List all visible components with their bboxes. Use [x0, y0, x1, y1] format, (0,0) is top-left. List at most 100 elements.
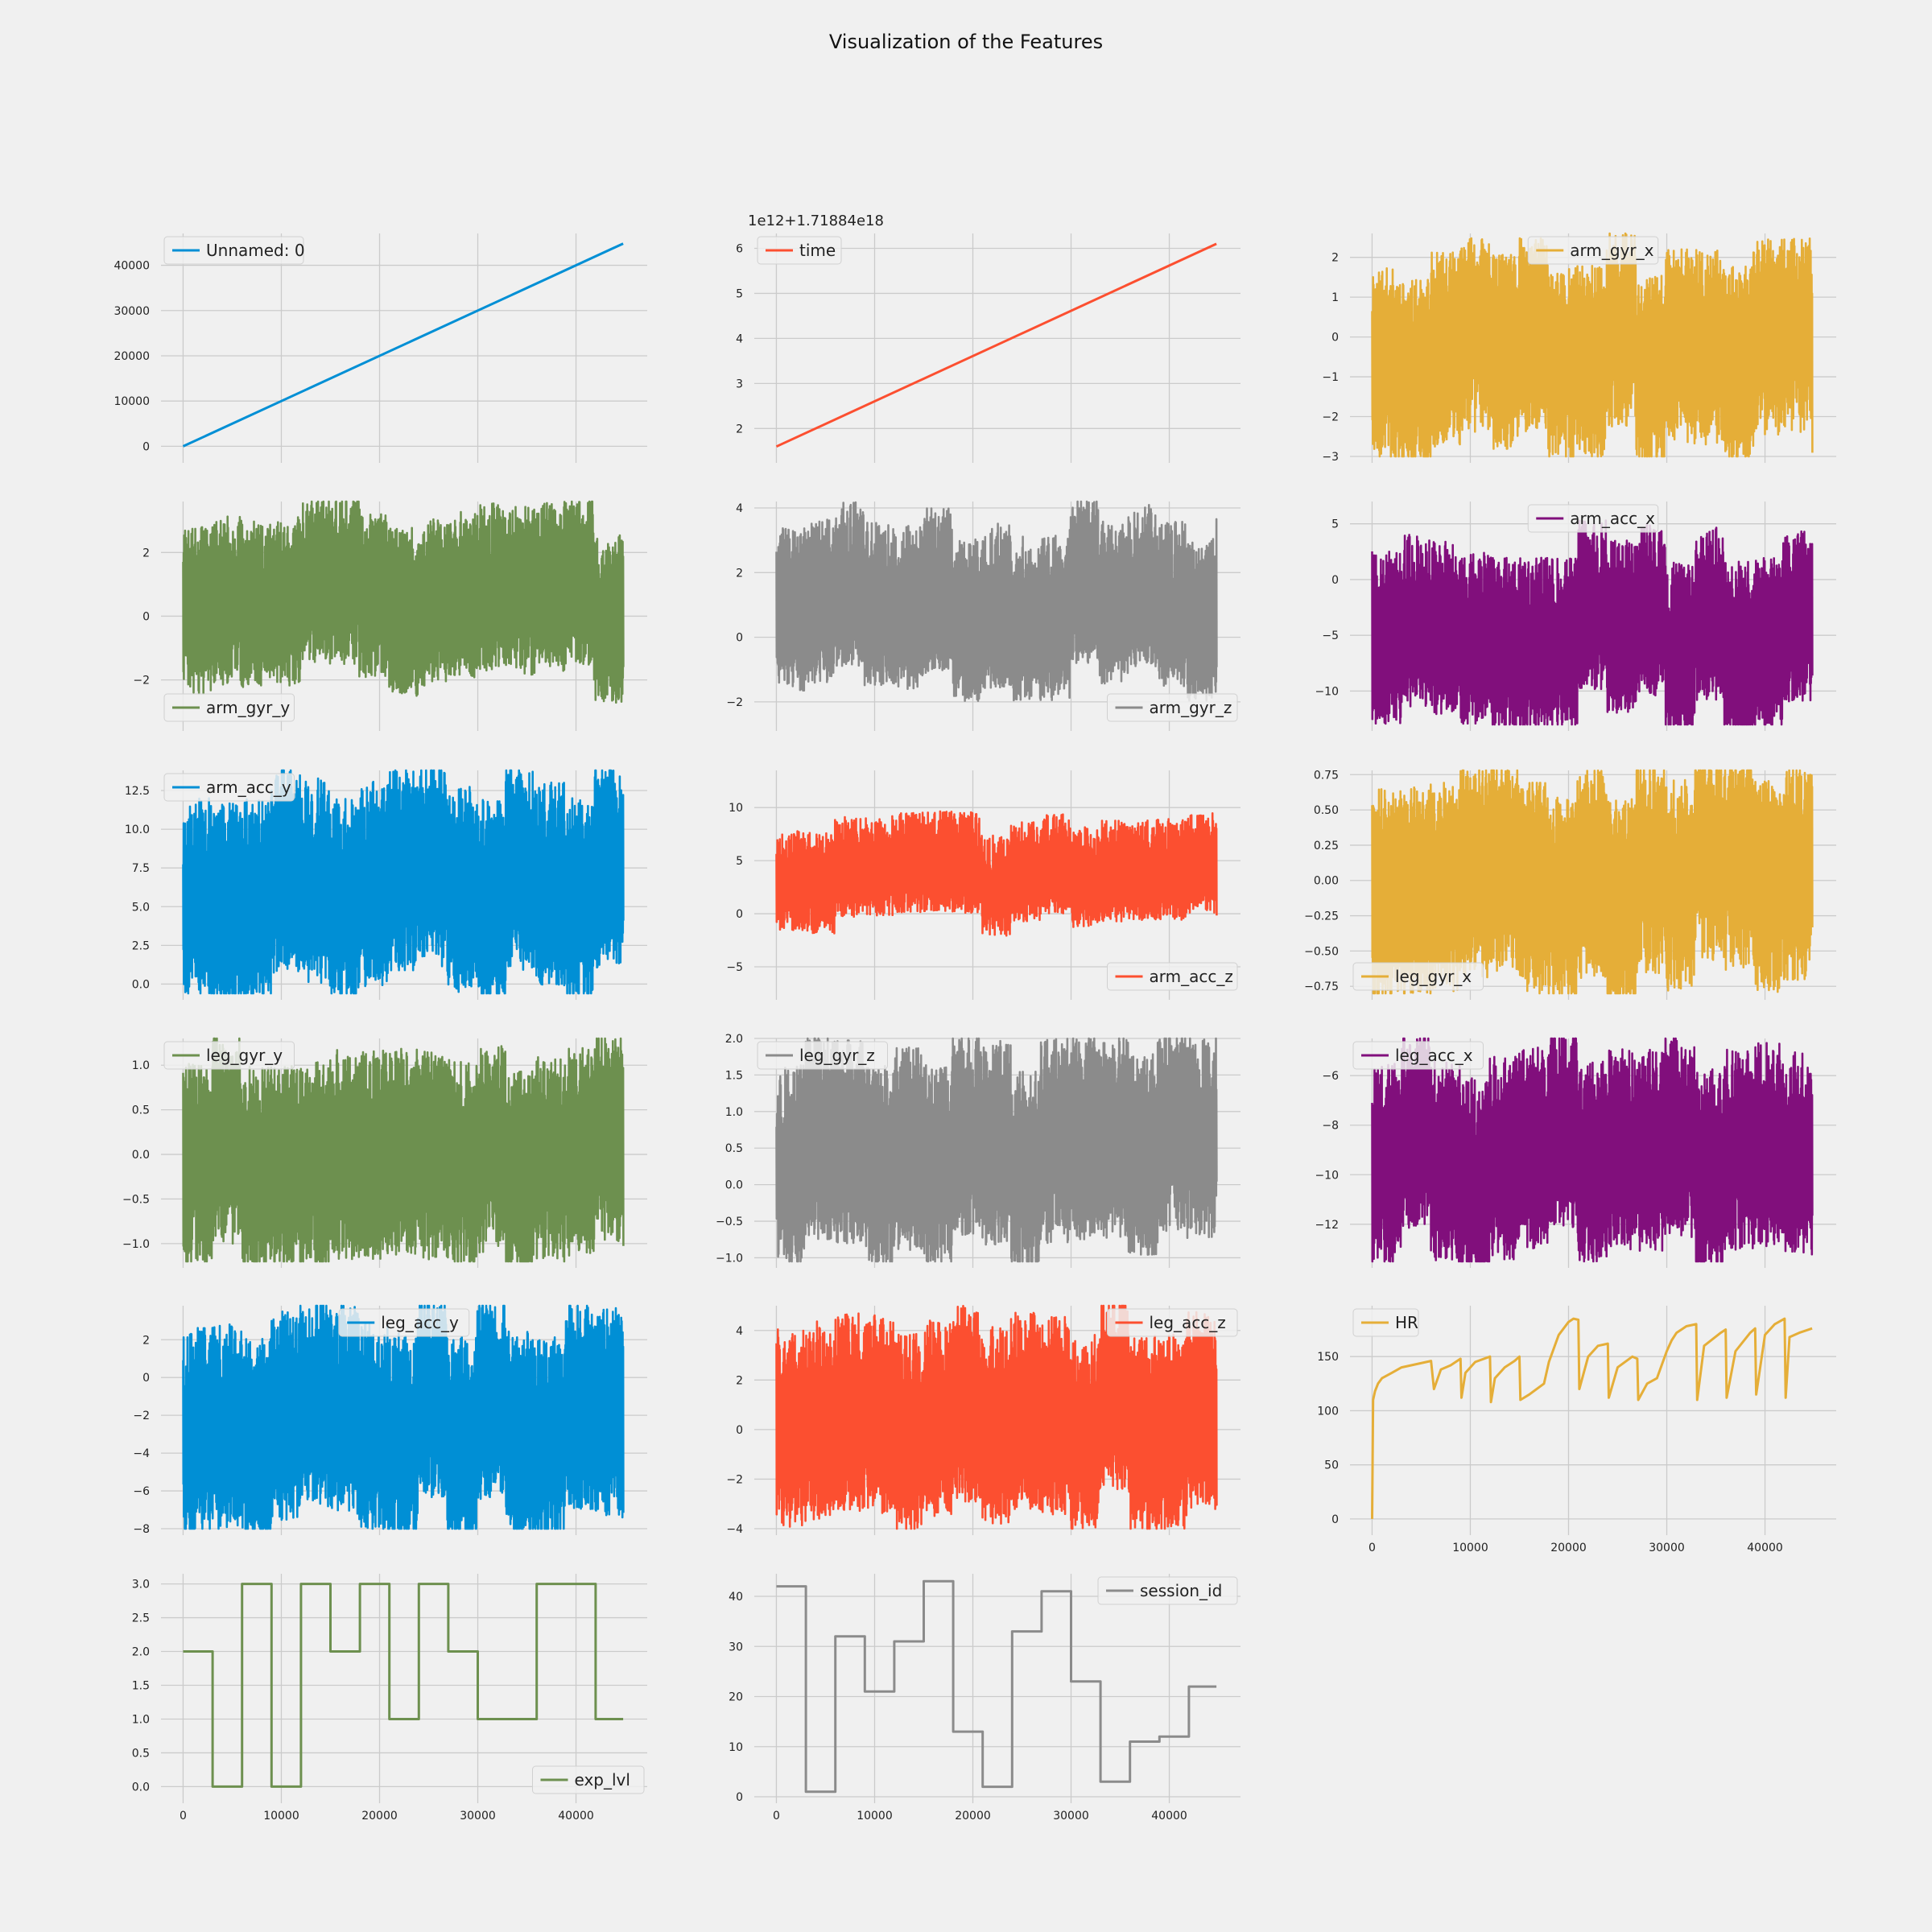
- x-tick-label: 0: [180, 1810, 187, 1823]
- legend-label: arm_gyr_z: [1150, 698, 1232, 717]
- legend-label: leg_gyr_y: [206, 1046, 283, 1065]
- y-tick-label: −1: [1322, 371, 1339, 384]
- legend-label: leg_acc_y: [381, 1313, 459, 1332]
- y-tick-label: 0: [736, 908, 743, 921]
- legend-box: [1107, 962, 1238, 991]
- y-tick-label: 7.5: [132, 862, 150, 875]
- legend-label: leg_gyr_z: [799, 1046, 875, 1065]
- y-tick-label: 5: [736, 287, 743, 300]
- y-tick-label: 5: [736, 855, 743, 868]
- legend-label: exp_lvl: [575, 1770, 630, 1790]
- figure-title: Visualization of the Features: [828, 31, 1104, 53]
- y-tick-label: −2: [726, 696, 743, 709]
- y-tick-label: 3.0: [132, 1579, 150, 1591]
- x-tick-label: 0: [773, 1810, 780, 1823]
- y-tick-label: −0.75: [1304, 980, 1339, 993]
- y-tick-label: 4: [736, 1325, 743, 1338]
- y-tick-label: 50: [1324, 1459, 1339, 1472]
- legend-box: [1097, 1576, 1238, 1605]
- x-tick-label: 20000: [1550, 1542, 1587, 1554]
- y-tick-label: 5.0: [132, 901, 150, 914]
- y-tick-label: −1.0: [122, 1238, 150, 1251]
- legend: arm_gyr_x: [1527, 236, 1659, 265]
- legend-label: arm_gyr_y: [206, 698, 290, 717]
- y-tick-label: −10: [1315, 1169, 1339, 1182]
- legend-label: leg_gyr_x: [1395, 967, 1472, 986]
- y-tick-label: −0.5: [122, 1193, 150, 1206]
- legend-box: [163, 773, 295, 802]
- subplot-time: 2 3 4 5 6 1e12+1.71884e18 time: [736, 213, 1241, 463]
- y-tick-label: 100: [1317, 1405, 1339, 1418]
- legend: arm_acc_y: [163, 773, 295, 802]
- y-tick-label: 0.0: [132, 978, 150, 991]
- legend-box: [757, 236, 842, 265]
- y-tick-label: 2: [142, 547, 150, 559]
- legend-label: Unnamed: 0: [206, 241, 305, 260]
- x-tick-label: 0: [1368, 1542, 1376, 1554]
- series-line: [182, 500, 625, 704]
- subplot-unnamed0: 0 10000 20000 30000 40000 Unnamed: 0: [114, 233, 647, 463]
- legend: arm_acc_z: [1107, 962, 1238, 991]
- y-tick-label: 5: [1331, 518, 1339, 531]
- y-tick-label: 4: [736, 502, 743, 515]
- legend-label: session_id: [1140, 1581, 1222, 1600]
- series-line: [775, 1304, 1218, 1530]
- series-line: [182, 242, 624, 448]
- y-tick-label: −6: [133, 1485, 150, 1498]
- legend: session_id: [1097, 1576, 1238, 1605]
- axis-offset-text: 1e12+1.71884e18: [748, 213, 884, 229]
- x-tick-label: 30000: [460, 1810, 496, 1823]
- y-tick-label: 0: [1331, 332, 1339, 345]
- subplot-leg_acc_x: −12 −10 −8 −6 leg_acc_x: [1315, 1037, 1836, 1268]
- subplot-leg_acc_z: −4 −2 0 2 4 leg_acc_z: [726, 1304, 1241, 1536]
- legend: leg_gyr_y: [163, 1041, 295, 1070]
- y-tick-label: 3: [736, 378, 743, 390]
- y-tick-label: 0: [1331, 1513, 1339, 1526]
- subplot-leg_gyr_x: −0.75 −0.50 −0.25 0.00 0.25 0.50 0.75 leg_gyr_x: [1304, 769, 1836, 1000]
- y-tick-label: −12: [1315, 1219, 1339, 1232]
- legend-label: arm_acc_z: [1150, 967, 1233, 986]
- legend: HR: [1352, 1308, 1419, 1337]
- x-tick-label: 30000: [1649, 1542, 1685, 1554]
- y-tick-label: 2: [1331, 252, 1339, 265]
- y-tick-label: 2.5: [132, 1612, 150, 1625]
- subplot-leg_gyr_y: −1.0 −0.5 0.0 0.5 1.0 leg_gyr_y: [122, 1037, 647, 1268]
- legend-box: [757, 1041, 888, 1070]
- subplot-arm_acc_x: −10 −5 0 5 arm_acc_x: [1315, 502, 1836, 731]
- y-tick-label: 1.0: [132, 1059, 150, 1072]
- x-tick-label: 10000: [263, 1810, 299, 1823]
- subplot-arm_gyr_z: −2 0 2 4 arm_gyr_z: [726, 500, 1241, 731]
- y-tick-label: 10000: [114, 395, 150, 408]
- subplot-exp_lvl: 0 10000 20000 30000 40000 0.0 0.5 1.0 1.5 2.0 2.5 3…: [132, 1574, 647, 1823]
- series-line: [1371, 1037, 1814, 1263]
- subplot-hr: 0 10000 20000 30000 40000 0 50 100 150 HR: [1317, 1306, 1836, 1554]
- legend-box: [163, 693, 295, 722]
- x-tick-label: 10000: [1452, 1542, 1488, 1554]
- y-tick-label: 30000: [114, 305, 150, 318]
- series-line: [182, 1037, 625, 1263]
- y-tick-label: 0.5: [132, 1104, 150, 1117]
- x-tick-label: 40000: [558, 1810, 594, 1823]
- y-tick-label: 0.5: [725, 1142, 743, 1155]
- y-tick-label: 0.0: [132, 1781, 150, 1794]
- legend-label: time: [799, 241, 836, 260]
- legend: time: [757, 236, 842, 265]
- y-tick-label: −4: [133, 1447, 150, 1460]
- subplot-leg_acc_y: −8 −6 −4 −2 0 2 leg_acc_y: [133, 1304, 647, 1536]
- y-tick-label: 2: [736, 567, 743, 580]
- legend-box: [1352, 1041, 1484, 1070]
- series-line: [183, 1583, 624, 1788]
- y-tick-label: −5: [1322, 630, 1339, 642]
- y-tick-label: 2: [142, 1334, 150, 1347]
- series-line: [775, 1037, 1218, 1263]
- y-tick-label: 1.5: [132, 1680, 150, 1693]
- y-tick-label: 12.5: [125, 785, 150, 798]
- y-tick-label: 0: [1331, 574, 1339, 587]
- y-tick-label: −10: [1315, 685, 1339, 698]
- legend: leg_acc_y: [338, 1308, 470, 1337]
- x-tick-label: 20000: [361, 1810, 398, 1823]
- legend: leg_gyr_x: [1352, 962, 1484, 991]
- y-tick-label: 6: [736, 242, 743, 255]
- y-tick-label: 20000: [114, 350, 150, 363]
- legend-label: arm_gyr_x: [1570, 241, 1653, 260]
